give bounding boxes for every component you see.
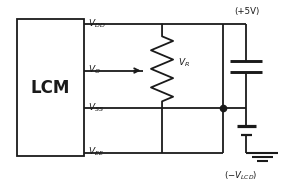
- Text: (+5V): (+5V): [234, 7, 259, 16]
- Text: $V_R$: $V_R$: [178, 57, 190, 69]
- Text: LCM: LCM: [30, 79, 70, 97]
- Text: $V_{O}$: $V_{O}$: [88, 63, 101, 76]
- Bar: [17, 19, 83, 156]
- Text: $V_{EE}$: $V_{EE}$: [88, 146, 104, 158]
- Text: $V_{DD}$: $V_{DD}$: [88, 17, 106, 30]
- Text: $V_{SS}$: $V_{SS}$: [88, 101, 104, 114]
- Text: $(-V_{LCD})$: $(-V_{LCD})$: [224, 170, 257, 182]
